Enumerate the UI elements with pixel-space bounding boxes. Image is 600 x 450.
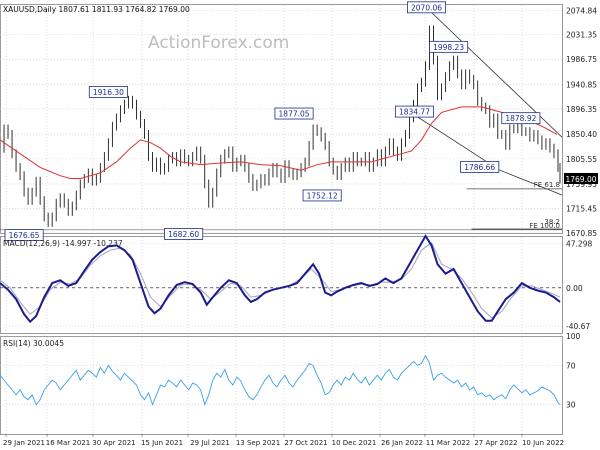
current-price-box (564, 172, 598, 184)
price-annotation-label: 1752.12 (307, 191, 338, 200)
price-tick-label: 1940.85 (566, 80, 597, 89)
x-tick-label: 26 Jan 2022 (381, 439, 423, 447)
price-tick-label: 1986.75 (566, 55, 597, 64)
rsi-label: RSI(14) 30.0045 (3, 339, 64, 348)
panel-frame-2 (0, 236, 563, 334)
panel-frame-3 (0, 336, 563, 435)
x-tick-label: 27 Apr 2022 (474, 439, 517, 447)
price-tick-label: 1759.95 (566, 180, 597, 189)
price-annotation-box (407, 1, 447, 14)
rsi-line (0, 354, 561, 406)
chart-title: XAUUSD,Daily 1807.61 1811.93 1764.82 176… (3, 5, 190, 14)
price-tick-label: 2074.84 (566, 7, 597, 16)
macd-label: MACD(12,26,9) -14.997 -10.237 (3, 239, 123, 248)
x-tick-label: 30 Apr 2021 (92, 439, 135, 447)
price-annotation-label: 1834.77 (399, 108, 430, 117)
price-tick-label: 1896.35 (566, 105, 597, 114)
price-annotation-box (501, 112, 541, 125)
macd-tick-label: 0.00 (566, 284, 583, 293)
channel-lower-line (405, 108, 500, 171)
watermark: ActionForex.com (148, 33, 289, 53)
x-tick-label: 27 Oct 2021 (284, 439, 327, 447)
x-tick-label: 16 Mar 2021 (46, 439, 90, 447)
rsi-tick-label: 70 (566, 361, 576, 370)
fib-label: 38.2 (544, 218, 560, 226)
x-tick-label: 15 Jun 2021 (141, 439, 183, 447)
macd-line (0, 234, 561, 324)
price-annotation-box (164, 228, 204, 240)
rsi-tick-label: 100 (566, 332, 581, 341)
x-tick-label: 29 Jul 2021 (190, 439, 230, 447)
macd-tick-label: -40.67 (566, 322, 590, 331)
price-annotation-box (88, 86, 128, 98)
price-tick-label: 1715.45 (566, 204, 597, 213)
price-tick-label: 1670.85 (566, 229, 597, 238)
x-tick-label: 11 Mar 2022 (426, 439, 470, 447)
rsi-tick-label: 30 (566, 401, 576, 410)
price-annotation-label: 1786.66 (464, 163, 495, 172)
price-annotation-label: 1916.30 (93, 88, 124, 97)
price-annotation-label: 1998.23 (433, 43, 464, 52)
x-tick-label: 13 Sep 2021 (236, 439, 280, 447)
price-tick-label: 1805.55 (566, 155, 597, 164)
price-annotation-label: 1878.92 (505, 114, 536, 123)
price-annotation-label: 1676.65 (9, 231, 40, 240)
price-annotation-box (429, 40, 469, 53)
price-annotation-box (460, 160, 500, 173)
price-annotation-box (302, 189, 342, 202)
x-tick-label: 10 Jun 2022 (522, 439, 564, 447)
macd-tick-label: 47.298 (566, 239, 592, 248)
fib-label: FE 61.8 (534, 181, 560, 189)
price-tick-label: 2031.35 (566, 31, 597, 40)
current-price-label: 1769.00 (565, 175, 596, 184)
price-tick-label: 1850.40 (566, 130, 597, 139)
price-annotation-label: 2070.06 (411, 3, 442, 12)
x-tick-label: 29 Jan 2021 (3, 439, 45, 447)
price-annotation-label: 1877.05 (279, 110, 310, 119)
price-annotation-box (394, 105, 434, 118)
sma-line (0, 106, 558, 179)
channel-lower-ext (499, 169, 563, 196)
price-annotation-box (274, 107, 314, 120)
fib-label: FE 100.0 (529, 222, 560, 230)
price-annotation-label: 1682.60 (168, 230, 199, 239)
price-annotation-box (4, 229, 44, 241)
x-tick-label: 10 Dec 2021 (332, 439, 377, 447)
